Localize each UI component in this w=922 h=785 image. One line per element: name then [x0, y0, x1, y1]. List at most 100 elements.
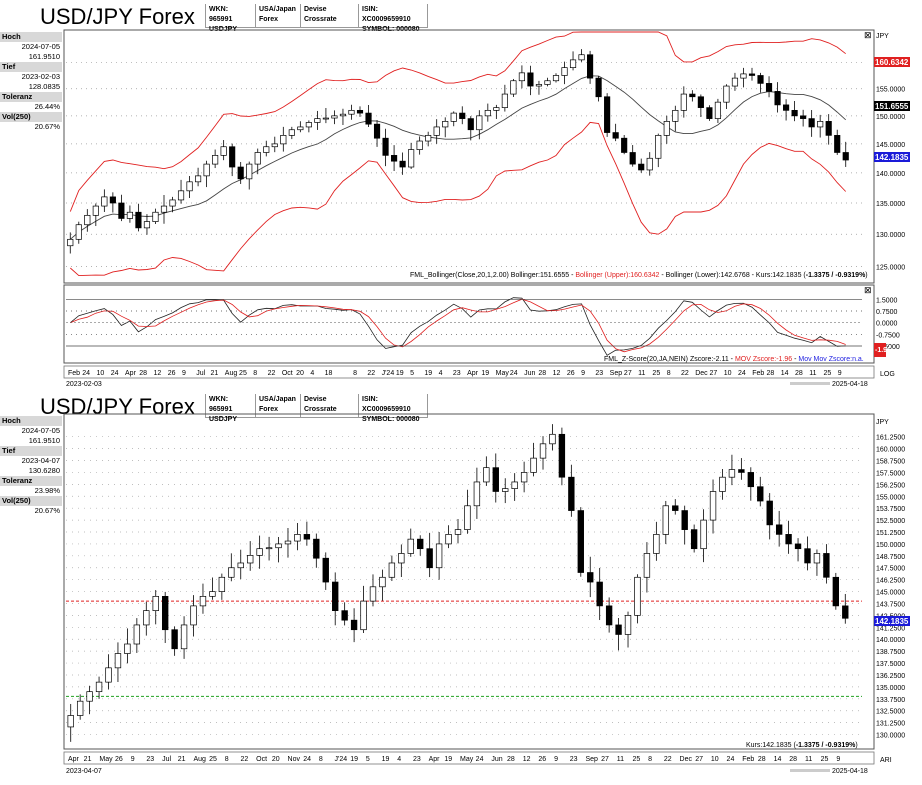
y-tick-label: 131.2500: [876, 721, 905, 728]
candle: [105, 667, 112, 683]
candle: [454, 529, 462, 535]
close-icon[interactable]: ⊠: [864, 30, 872, 40]
candle: [161, 595, 169, 631]
upper-band-line: [69, 31, 846, 212]
x-tick-label: 24: [303, 756, 311, 763]
bollinger-legend: FML_Bollinger(Close,20,1,2.00) Bollinger…: [410, 272, 868, 279]
candle: [246, 163, 253, 180]
candle: [842, 605, 849, 619]
candle: [719, 476, 726, 492]
x-tick-label: 28: [766, 370, 774, 377]
candle: [697, 96, 704, 108]
candle: [126, 211, 133, 219]
last-price-badge-bg: [874, 152, 910, 162]
candles: [67, 424, 849, 742]
candle: [86, 691, 93, 702]
candle: [757, 486, 764, 502]
x-tick-label: 11: [638, 370, 645, 377]
scale-mode-toggle[interactable]: LOG: [880, 371, 895, 378]
candle: [228, 567, 235, 578]
x-tick-label: Sep: [585, 756, 598, 763]
x-tick-label: 24: [111, 370, 119, 377]
candle: [689, 93, 696, 98]
candle: [476, 115, 483, 131]
candle: [655, 135, 662, 159]
x-tick-label: Apr: [125, 370, 137, 377]
middle-band-line: [70, 75, 847, 240]
x-tick-label: 9: [554, 756, 558, 763]
y-tick-label: 143.7500: [876, 601, 905, 608]
y-tick-label: 145.0000: [876, 142, 905, 149]
candle: [171, 629, 178, 650]
x-tick-label: Sep: [610, 370, 623, 377]
candle: [680, 93, 687, 111]
candle: [483, 467, 490, 483]
scale-mode-toggle[interactable]: ARI: [880, 757, 892, 764]
candle: [535, 84, 543, 87]
candle: [493, 107, 500, 111]
scroll-bar[interactable]: [790, 382, 830, 385]
candle: [568, 476, 575, 511]
candle: [501, 93, 508, 108]
candle: [297, 126, 304, 131]
x-tick-label: 10: [711, 756, 719, 763]
y-tick-label: 147.5000: [876, 566, 905, 573]
candle: [518, 72, 525, 82]
lower-band-line: [70, 121, 847, 277]
x-tick-label: 24: [82, 370, 90, 377]
candle: [800, 115, 807, 119]
candle: [467, 118, 474, 131]
main-plot-frame: [63, 413, 875, 750]
last-price-badge: 142.1835: [875, 617, 909, 626]
candle: [186, 181, 193, 192]
x-tick-label: 11: [805, 756, 812, 763]
close-icon[interactable]: ⊠: [864, 285, 872, 295]
candle: [356, 109, 364, 114]
candle: [331, 115, 338, 119]
candle: [578, 54, 585, 61]
x-tick-label: 20: [272, 756, 280, 763]
x-tick-label: Aug: [193, 756, 206, 763]
x-tick-label: May: [496, 370, 510, 377]
candle: [218, 576, 226, 592]
x-tick-label: Jun: [491, 756, 502, 763]
y-tick-label: 161.2500: [876, 435, 905, 442]
candle: [314, 118, 321, 123]
y-tick-label: 130.0000: [876, 232, 905, 239]
x-tick-label: 9: [131, 756, 135, 763]
zscore-badge: -1.96: [875, 347, 891, 354]
zscore-tick-label: 0.0000: [876, 321, 898, 328]
zscore-axis: 1.5000 0.7500 0.0000 -0.7500 -1.5000: [66, 297, 900, 351]
scroll-bar[interactable]: [790, 769, 830, 772]
candle: [143, 221, 151, 229]
candle: [369, 586, 377, 602]
candle: [118, 202, 125, 219]
support-resistance-lines: [66, 600, 862, 697]
y-tick-label: 158.7500: [876, 459, 905, 466]
stat-value: 2024-07-05: [21, 426, 60, 435]
x-tick-label: 22: [240, 756, 248, 763]
last-price-badge-bg: [874, 616, 910, 626]
candle: [663, 121, 670, 136]
candle: [408, 149, 415, 168]
candle: [492, 467, 499, 492]
candle: [203, 163, 210, 177]
x-tick-label: 10: [97, 370, 105, 377]
candle: [348, 109, 355, 115]
candle: [229, 146, 236, 168]
y-axis: 130.0000 131.2500 132.5000 133.7500 135.0000…: [876, 435, 905, 740]
candle: [672, 505, 679, 511]
candle: [558, 433, 566, 478]
candle: [398, 553, 405, 564]
x-tick-label: 4: [439, 370, 443, 377]
candle: [740, 73, 747, 79]
x-tick-label: 25: [821, 756, 829, 763]
x-tick-label: 23: [570, 756, 578, 763]
candle: [177, 190, 185, 201]
candle: [445, 534, 452, 545]
candle: [511, 481, 518, 489]
candle: [313, 538, 320, 559]
candle: [552, 75, 560, 82]
x-tick-label: Apr: [467, 370, 479, 377]
y-tick-label: 155.0000: [876, 87, 905, 94]
